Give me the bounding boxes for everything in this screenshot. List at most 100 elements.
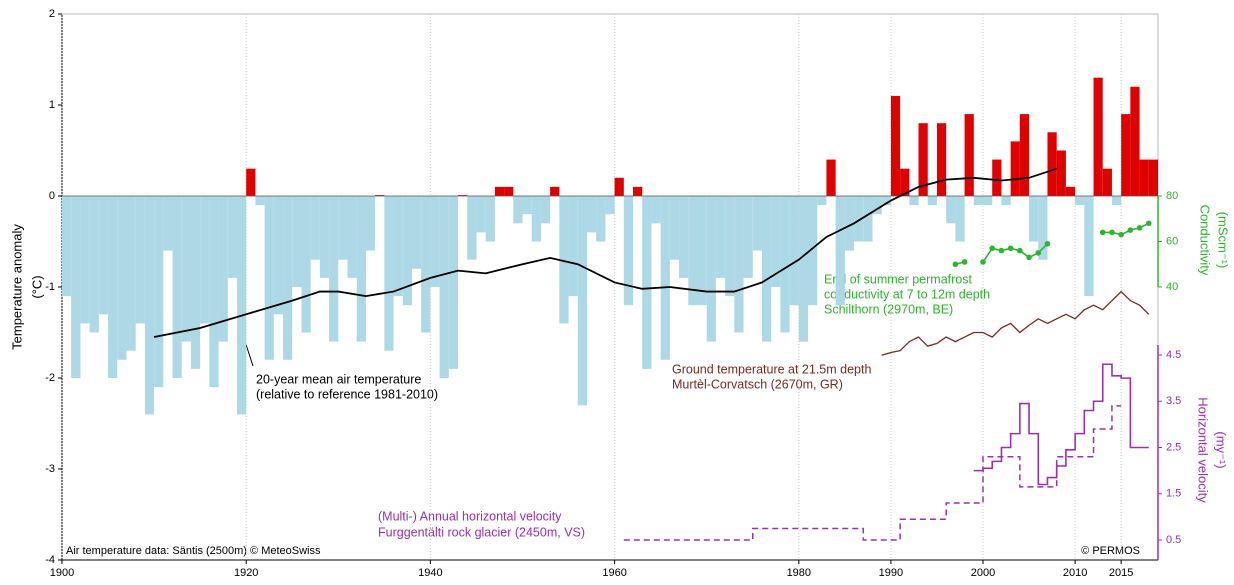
bar (973, 196, 984, 206)
bar (964, 114, 974, 196)
copyright: © PERMOS (1081, 545, 1140, 557)
bar (236, 196, 247, 415)
bar (761, 196, 772, 342)
bar (504, 186, 514, 196)
bar (890, 95, 901, 196)
bar (550, 186, 560, 196)
bar (881, 196, 891, 206)
conductivity-point (989, 245, 996, 252)
bar (725, 196, 735, 297)
bar (402, 196, 412, 306)
bar (172, 196, 182, 378)
bar (283, 196, 293, 360)
bar (844, 196, 855, 251)
bar (421, 196, 431, 333)
annotation: Schilthorn (2970m, BE) (824, 302, 953, 316)
bar (909, 196, 919, 206)
y-tick-label: 1 (49, 99, 55, 111)
conductivity-point (980, 259, 986, 265)
bar (347, 196, 357, 278)
bar (697, 196, 707, 306)
y2-tick-label: 60 (1166, 235, 1178, 247)
bar (1093, 77, 1103, 196)
conductivity-point (1007, 245, 1014, 252)
bar (375, 195, 385, 196)
conductivity-point (1145, 220, 1152, 227)
annotation: End of summer permafrost (824, 272, 972, 286)
x-tick-label: 1990 (879, 567, 903, 579)
annual-velocity (973, 363, 1149, 486)
conductivity-point (1026, 254, 1032, 261)
conductivity-point (1136, 225, 1143, 231)
bar (310, 196, 320, 260)
y2-tick-label: 80 (1166, 190, 1178, 202)
bar (927, 196, 937, 206)
bar (817, 196, 827, 206)
bar (117, 196, 127, 360)
bar (863, 196, 873, 242)
bar (918, 123, 928, 196)
bar (872, 196, 882, 215)
bar (485, 196, 495, 242)
bar (992, 159, 1002, 196)
bar (743, 196, 753, 278)
annotation: (relative to reference 1981-2010) (256, 387, 438, 401)
bar (706, 196, 716, 342)
bar (946, 196, 956, 224)
bar (660, 196, 670, 360)
conductivity-point (1017, 247, 1023, 254)
x-tick-label: 2000 (971, 567, 995, 579)
bar (780, 196, 790, 333)
bar (936, 123, 947, 196)
bar (338, 196, 348, 260)
bar (1038, 196, 1048, 260)
bar (596, 196, 606, 242)
bar (200, 196, 210, 324)
bar (209, 196, 219, 388)
bar (540, 196, 551, 224)
bar (62, 196, 72, 297)
bar (301, 196, 311, 333)
y2-axis-label: Conductivity (1198, 205, 1213, 276)
bar (1139, 159, 1149, 196)
bar (273, 196, 284, 315)
bar (356, 196, 366, 342)
conductivity-point (1099, 229, 1106, 236)
annotation: Murtèl-Corvatsch (2670m, GR) (672, 377, 843, 391)
bar (1047, 132, 1057, 196)
bar (1010, 141, 1020, 196)
bar (513, 196, 523, 224)
bar (1001, 196, 1011, 206)
y-tick-label: -4 (45, 554, 55, 566)
bar (669, 196, 680, 260)
bar (264, 196, 274, 360)
bar (1084, 196, 1094, 297)
bar (633, 186, 643, 196)
bar (227, 196, 237, 278)
bar (494, 186, 505, 196)
bar (798, 196, 809, 342)
bar (955, 196, 965, 242)
bar (255, 196, 265, 206)
conductivity-point (998, 247, 1005, 254)
bar (439, 196, 449, 378)
bar (1111, 196, 1122, 206)
bar (181, 196, 191, 342)
bar (1121, 114, 1131, 196)
bar (190, 196, 201, 369)
y-tick-label: 2 (49, 8, 55, 20)
ground-temperature-line (881, 290, 1150, 356)
bar (319, 196, 330, 278)
bar (448, 196, 459, 369)
multi-annual-velocity (623, 405, 1122, 541)
bar (1148, 159, 1158, 196)
bar (126, 196, 136, 351)
bar (734, 196, 744, 333)
bar (329, 196, 339, 342)
x-tick-label: 2010 (1063, 567, 1087, 579)
y-tick-label: -2 (45, 372, 55, 384)
bar (651, 196, 661, 224)
bar (384, 196, 394, 351)
bar (365, 196, 376, 251)
x-tick-label: 1940 (418, 567, 442, 579)
